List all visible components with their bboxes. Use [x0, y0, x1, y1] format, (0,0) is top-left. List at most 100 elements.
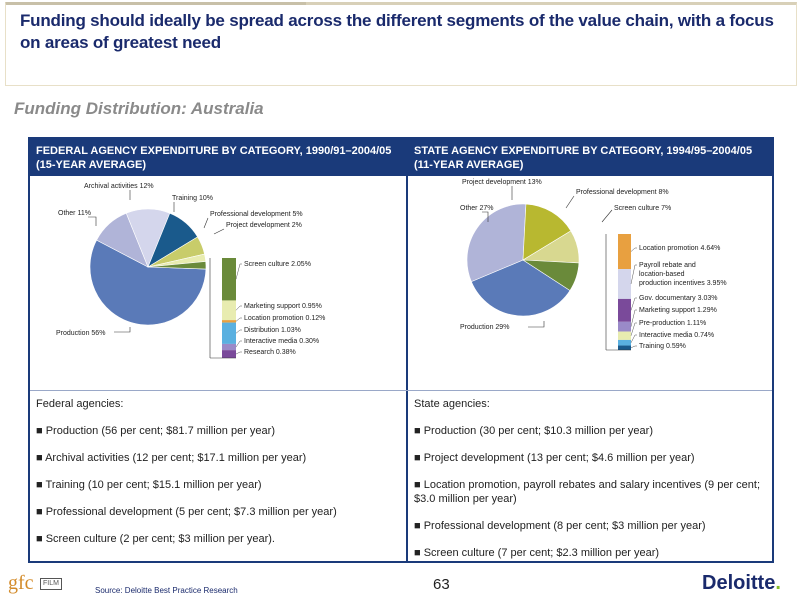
pie-slice: [521, 259, 580, 291]
leader-line: [565, 195, 575, 209]
state-notes: State agencies: ■ Production (30 per cen…: [408, 391, 772, 579]
title-box: [5, 2, 797, 86]
breakout-segment: [222, 320, 236, 323]
federal-note-item: ■ Archival activities (12 per cent; $17.…: [36, 452, 307, 464]
state-notes-heading: State agencies:: [414, 398, 490, 410]
row-divider: [30, 390, 772, 391]
breakout-label: Location promotion 0.12%: [244, 315, 325, 322]
breakout-segment: [222, 300, 236, 321]
slice-label: Screen culture 7%: [614, 205, 671, 212]
breakout-label: production incentives 3.95%: [639, 280, 727, 287]
slice-label: Project development 2%: [226, 222, 302, 229]
slice-label: Other 27%: [460, 205, 493, 212]
breakout-leader: [630, 334, 637, 343]
deloitte-logo-text: Deloitte: [702, 572, 776, 594]
state-note-item: ■ Screen culture (7 per cent; $2.3 milli…: [414, 547, 660, 559]
breakout-label: Interactive media 0.30%: [244, 338, 319, 345]
pie-slice: [470, 259, 571, 317]
breakout-label: Screen culture 2.05%: [244, 261, 311, 268]
state-note-item: ■ Professional development (8 per cent; …: [414, 520, 706, 532]
leader-line: [528, 321, 545, 328]
breakout-leader: [630, 345, 637, 348]
state-note-text: Professional development (8 per cent; $3…: [423, 520, 706, 532]
breakout-label: Training 0.59%: [639, 343, 686, 350]
breakout-label: Gov. documentary 3.03%: [639, 295, 717, 302]
federal-note-text: Professional development (5 per cent; $7…: [45, 506, 337, 518]
breakout-leader: [630, 322, 637, 336]
breakout-leader: [235, 340, 242, 348]
breakout-label: Location promotion 4.64%: [639, 245, 720, 252]
breakout-segment: [618, 331, 631, 340]
state-header: STATE AGENCY EXPENDITURE BY CATEGORY, 19…: [408, 139, 772, 176]
federal-notes-heading: Federal agencies:: [36, 398, 124, 410]
funding-table: FEDERAL AGENCY EXPENDITURE BY CATEGORY, …: [28, 137, 774, 563]
federal-note-text: Archival activities (12 per cent; $17.1 …: [45, 452, 307, 464]
federal-note-text: Screen culture (2 per cent; $3 million p…: [45, 533, 275, 545]
slice-label: Other 11%: [58, 210, 91, 217]
federal-note-item: ■ Professional development (5 per cent; …: [36, 506, 337, 518]
deloitte-logo: Deloitte.: [702, 572, 781, 595]
federal-note-item: ■ Production (56 per cent; $81.7 million…: [36, 425, 275, 437]
federal-chart-area: Production 56% Other 11% Archival activiti…: [30, 176, 406, 390]
breakout-segment: [222, 258, 236, 301]
federal-note-text: Production (56 per cent; $81.7 million p…: [45, 425, 275, 437]
breakout-label: Pre-production 1.11%: [639, 320, 706, 327]
breakout-label: Interactive media 0.74%: [639, 332, 714, 339]
leader-line: [601, 209, 613, 223]
state-chart-area: Production 29% Other 27% Project developme…: [408, 176, 772, 390]
federal-header: FEDERAL AGENCY EXPENDITURE BY CATEGORY, …: [30, 139, 406, 176]
breakout-leader: [235, 329, 242, 334]
state-note-item: ■ Project development (13 per cent; $4.6…: [414, 452, 695, 464]
slide-title: Funding should ideally be spread across …: [20, 11, 774, 52]
slice-label: Project development 13%: [462, 179, 542, 186]
federal-pie-chart: Production 56% Other 11% Archival activiti…: [56, 183, 325, 359]
slice-label: Archival activities 12%: [84, 183, 154, 190]
slide-subtitle: Funding Distribution: Australia: [14, 99, 264, 118]
source-note: Source: Deloitte Best Practice Research: [95, 586, 238, 595]
column-divider: [406, 139, 408, 561]
gfc-logo-text: gfc: [8, 572, 34, 594]
federal-notes: Federal agencies: ■ Production (56 per c…: [30, 391, 406, 565]
breakout-leader: [235, 305, 242, 311]
federal-note-text: Training (10 per cent; $15.1 million per…: [45, 479, 262, 491]
breakout-leader: [235, 263, 242, 280]
breakout-segment: [618, 321, 631, 332]
state-note-item: ■ Production (30 per cent; $10.3 million…: [414, 425, 653, 437]
breakout-leader: [630, 264, 637, 285]
breakout-label: Distribution 1.03%: [244, 327, 301, 334]
film-tag: FILM: [40, 578, 62, 590]
state-note-item: ■ Location promotion, payroll rebates an…: [414, 479, 760, 505]
breakout-leader: [630, 297, 637, 311]
state-pie-chart: Production 29% Other 27% Project developme…: [460, 179, 727, 351]
leader-line: [114, 327, 131, 333]
breakout-label: location-based: [639, 271, 685, 278]
pie-slice: [147, 261, 207, 270]
state-note-text: Screen culture (7 per cent; $2.3 million…: [423, 547, 660, 559]
breakout-label: Marketing support 0.95%: [244, 303, 322, 310]
leader-line: [203, 217, 209, 229]
breakout-segment: [618, 345, 631, 350]
breakout-leader: [235, 317, 242, 322]
title-accent-line: [6, 2, 306, 5]
breakout-leader: [630, 309, 637, 327]
deloitte-logo-dot: .: [775, 572, 781, 594]
state-note-text: Project development (13 per cent; $4.6 m…: [423, 452, 695, 464]
federal-note-item: ■ Screen culture (2 per cent; $3 million…: [36, 533, 275, 545]
slice-label: Production 56%: [56, 330, 105, 337]
breakout-segment: [222, 343, 236, 351]
page-number: 63: [433, 576, 450, 593]
breakout-segment: [222, 322, 236, 344]
breakout-leader: [235, 351, 242, 355]
state-note-text: Production (30 per cent; $10.3 million p…: [423, 425, 653, 437]
breakout-segment: [222, 350, 236, 358]
breakout-segment: [618, 298, 631, 322]
slice-label: Professional development 8%: [576, 189, 669, 196]
breakout-leader: [630, 247, 637, 252]
slice-label: Professional development 5%: [210, 211, 303, 218]
breakout-segment: [618, 234, 631, 270]
breakout-segment: [618, 339, 631, 346]
slice-label: Production 29%: [460, 324, 509, 331]
leader-line: [482, 211, 489, 222]
leader-line: [88, 216, 97, 226]
pie-slice: [466, 203, 527, 283]
